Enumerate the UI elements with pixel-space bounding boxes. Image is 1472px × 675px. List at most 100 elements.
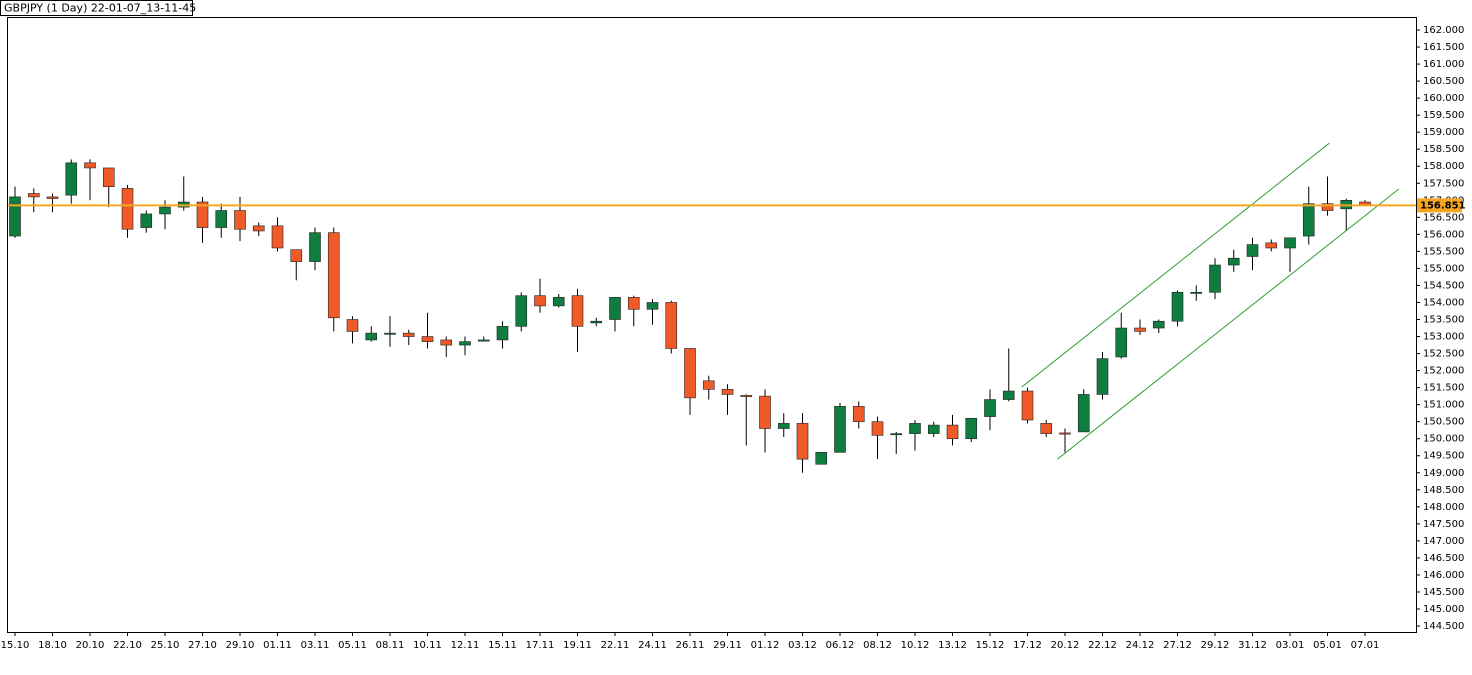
candle-body xyxy=(627,297,640,310)
candle-body xyxy=(646,302,659,310)
y-tick-label: 147.000 xyxy=(1423,536,1464,547)
x-tick-label: 31.12 xyxy=(1238,640,1267,651)
candle-body xyxy=(290,249,303,262)
x-tick-label: 01.12 xyxy=(751,640,780,651)
y-tick-label: 162.000 xyxy=(1423,25,1464,36)
x-tick-label: 01.11 xyxy=(263,640,292,651)
y-tick-label: 160.500 xyxy=(1423,76,1464,87)
y-tick-label: 156.000 xyxy=(1423,229,1464,240)
candle-body xyxy=(609,297,621,320)
candle-body xyxy=(1171,291,1184,322)
candle-body xyxy=(815,452,828,465)
candle-body xyxy=(159,206,171,215)
x-tick-label: 24.12 xyxy=(1126,640,1155,651)
y-tick-label: 147.500 xyxy=(1423,519,1464,530)
candle-body xyxy=(1152,320,1165,329)
candle-body xyxy=(759,395,771,429)
candle-body xyxy=(9,196,21,237)
title-box xyxy=(0,0,193,16)
x-tick-label: 15.10 xyxy=(1,640,30,651)
candle-body xyxy=(271,225,284,249)
candle-body xyxy=(1246,244,1259,257)
y-tick-label: 160.000 xyxy=(1423,93,1464,104)
candle-body xyxy=(946,424,959,440)
candle-body xyxy=(1096,358,1109,395)
x-tick-label: 22.11 xyxy=(601,640,630,651)
candle-body xyxy=(46,196,59,199)
y-tick-label: 159.000 xyxy=(1423,127,1464,138)
y-tick-label: 152.000 xyxy=(1423,366,1464,377)
y-tick-label: 145.500 xyxy=(1423,587,1464,598)
chart-title: GBPJPY (1 Day) 22-01-07_13-11-45 xyxy=(4,2,196,15)
x-tick-label: 08.11 xyxy=(376,640,405,651)
candle-body xyxy=(384,332,396,335)
candle-body xyxy=(684,348,696,399)
y-tick-label: 150.500 xyxy=(1423,417,1464,428)
y-tick-label: 155.500 xyxy=(1423,246,1464,257)
candle-body xyxy=(927,424,940,434)
x-tick-label: 12.11 xyxy=(451,640,480,651)
candle-body xyxy=(421,336,434,342)
candle-body xyxy=(121,188,134,230)
candle-body xyxy=(1134,327,1146,332)
y-tick-label: 161.000 xyxy=(1423,59,1464,70)
y-tick-label: 145.000 xyxy=(1423,604,1464,615)
y-tick-label: 155.000 xyxy=(1423,263,1464,274)
y-tick-label: 149.500 xyxy=(1423,451,1464,462)
x-tick-label: 17.12 xyxy=(1013,640,1042,651)
candle-body xyxy=(515,295,528,327)
candle-body xyxy=(665,302,678,349)
candle-body xyxy=(777,423,790,429)
candle-body xyxy=(365,332,378,341)
candle-body xyxy=(721,389,734,395)
y-tick-label: 149.000 xyxy=(1423,468,1464,479)
x-tick-label: 03.01 xyxy=(1276,640,1305,651)
price-label-box xyxy=(1417,198,1462,213)
x-tick-label: 22.10 xyxy=(113,640,142,651)
x-tick-label: 29.12 xyxy=(1201,640,1230,651)
y-tick-label: 146.000 xyxy=(1423,570,1464,581)
candle-body xyxy=(27,193,40,198)
y-tick-label: 153.000 xyxy=(1423,332,1464,343)
candle-body xyxy=(496,326,509,341)
candle-body xyxy=(140,213,153,228)
candle-body xyxy=(84,162,96,169)
candle-body xyxy=(65,162,78,196)
candle-body xyxy=(1265,242,1278,249)
candle-body xyxy=(590,320,603,324)
candle-body xyxy=(1040,423,1053,434)
candle-body xyxy=(1284,237,1296,249)
y-tick-label: 161.500 xyxy=(1423,42,1464,53)
x-tick-label: 20.10 xyxy=(76,640,105,651)
x-tick-label: 03.11 xyxy=(301,640,330,651)
candle-body xyxy=(534,295,546,307)
y-tick-label: 159.500 xyxy=(1423,110,1464,121)
y-tick-label: 148.500 xyxy=(1423,485,1464,496)
candle-body xyxy=(252,225,265,232)
x-tick-label: 29.10 xyxy=(226,640,255,651)
x-tick-label: 17.11 xyxy=(526,640,555,651)
x-tick-label: 20.12 xyxy=(1051,640,1080,651)
y-tick-label: 144.500 xyxy=(1423,621,1464,632)
candle-body xyxy=(196,201,209,228)
x-tick-label: 24.11 xyxy=(638,640,667,651)
y-tick-label: 157.500 xyxy=(1423,178,1464,189)
x-tick-label: 10.12 xyxy=(901,640,930,651)
candle-body xyxy=(1059,432,1071,435)
candle-body xyxy=(965,417,978,440)
candle-body xyxy=(1209,264,1221,293)
x-tick-label: 15.12 xyxy=(976,640,1005,651)
y-tick-label: 151.000 xyxy=(1423,400,1464,411)
candle-body xyxy=(102,167,115,187)
candle-body xyxy=(834,406,846,453)
candle-body xyxy=(984,399,996,417)
x-tick-label: 18.10 xyxy=(38,640,67,651)
price-label: 156.851 xyxy=(1420,200,1466,211)
candle-body xyxy=(552,297,565,307)
x-tick-label: 13.12 xyxy=(938,640,967,651)
y-tick-label: 154.000 xyxy=(1423,297,1464,308)
candle-body xyxy=(327,232,340,319)
x-tick-label: 27.10 xyxy=(188,640,217,651)
x-tick-label: 06.12 xyxy=(826,640,855,651)
